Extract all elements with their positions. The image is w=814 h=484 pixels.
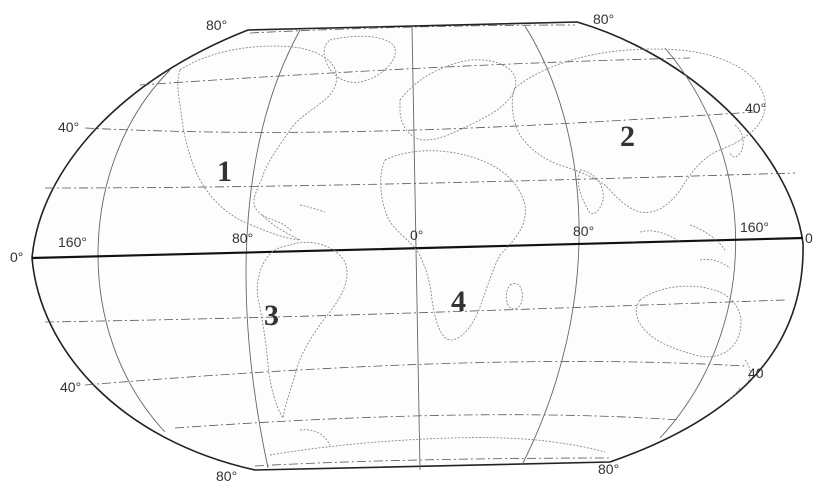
- lat-label-south-80-left: 80°: [216, 468, 237, 484]
- region-label-4: 4: [451, 285, 466, 318]
- region-label-2: 2: [620, 120, 635, 153]
- parallel-north-40: [84, 111, 756, 133]
- region-label-1: 1: [217, 155, 232, 188]
- equator-line: [31, 236, 804, 260]
- coast-south-america: [256, 241, 348, 419]
- coastlines: [177, 35, 766, 456]
- lat-label-north-40-left: 40°: [58, 119, 79, 135]
- meridian-80-west: [245, 29, 301, 469]
- coast-europe: [399, 59, 517, 141]
- coast-india: [577, 169, 604, 214]
- lon-label-160-east: 160°: [740, 219, 769, 235]
- coast-australia: [636, 285, 742, 358]
- map-outline: [31, 21, 804, 471]
- parallel-south-20: [44, 299, 786, 323]
- lat-label-north-80-left: 80°: [206, 17, 227, 33]
- lat-label-equator-left: 0°: [10, 249, 23, 265]
- coast-japan: [729, 124, 744, 158]
- meridian-80-east: [521, 25, 580, 466]
- lon-label-80-west: 80°: [232, 230, 253, 246]
- coast-madagascar: [505, 283, 523, 310]
- parallel-south-60: [174, 414, 681, 429]
- parallel-south-80: [254, 457, 611, 467]
- parallel-south-40: [84, 361, 746, 386]
- parallel-north-80: [249, 24, 576, 34]
- lat-label-south-80-right: 80°: [598, 461, 619, 477]
- region-label-3: 3: [264, 299, 279, 332]
- parallel-north-60: [139, 57, 691, 86]
- coast-new-zealand: [727, 359, 751, 401]
- coast-central-america: [261, 204, 326, 233]
- parallel-north-20: [44, 172, 796, 189]
- meridian-160-east: [659, 47, 737, 439]
- coast-se-asia: [639, 224, 731, 269]
- lat-label-south-40-right: 40: [748, 365, 764, 381]
- lon-label-0: 0°: [410, 227, 423, 243]
- lon-label-80-east: 80°: [573, 223, 594, 239]
- lat-label-north-40-right: 40°: [745, 100, 766, 116]
- lat-label-north-80-right: 80°: [593, 11, 614, 27]
- lon-label-160-west: 160°: [58, 234, 87, 250]
- lat-label-equator-right: 0: [805, 230, 813, 246]
- coast-asia: [511, 48, 766, 213]
- coast-antarctica: [269, 429, 606, 456]
- lat-label-south-40-left: 40°: [60, 379, 81, 395]
- coast-africa: [380, 150, 526, 341]
- coast-north-america: [177, 45, 338, 241]
- meridian-160-west: [97, 69, 171, 433]
